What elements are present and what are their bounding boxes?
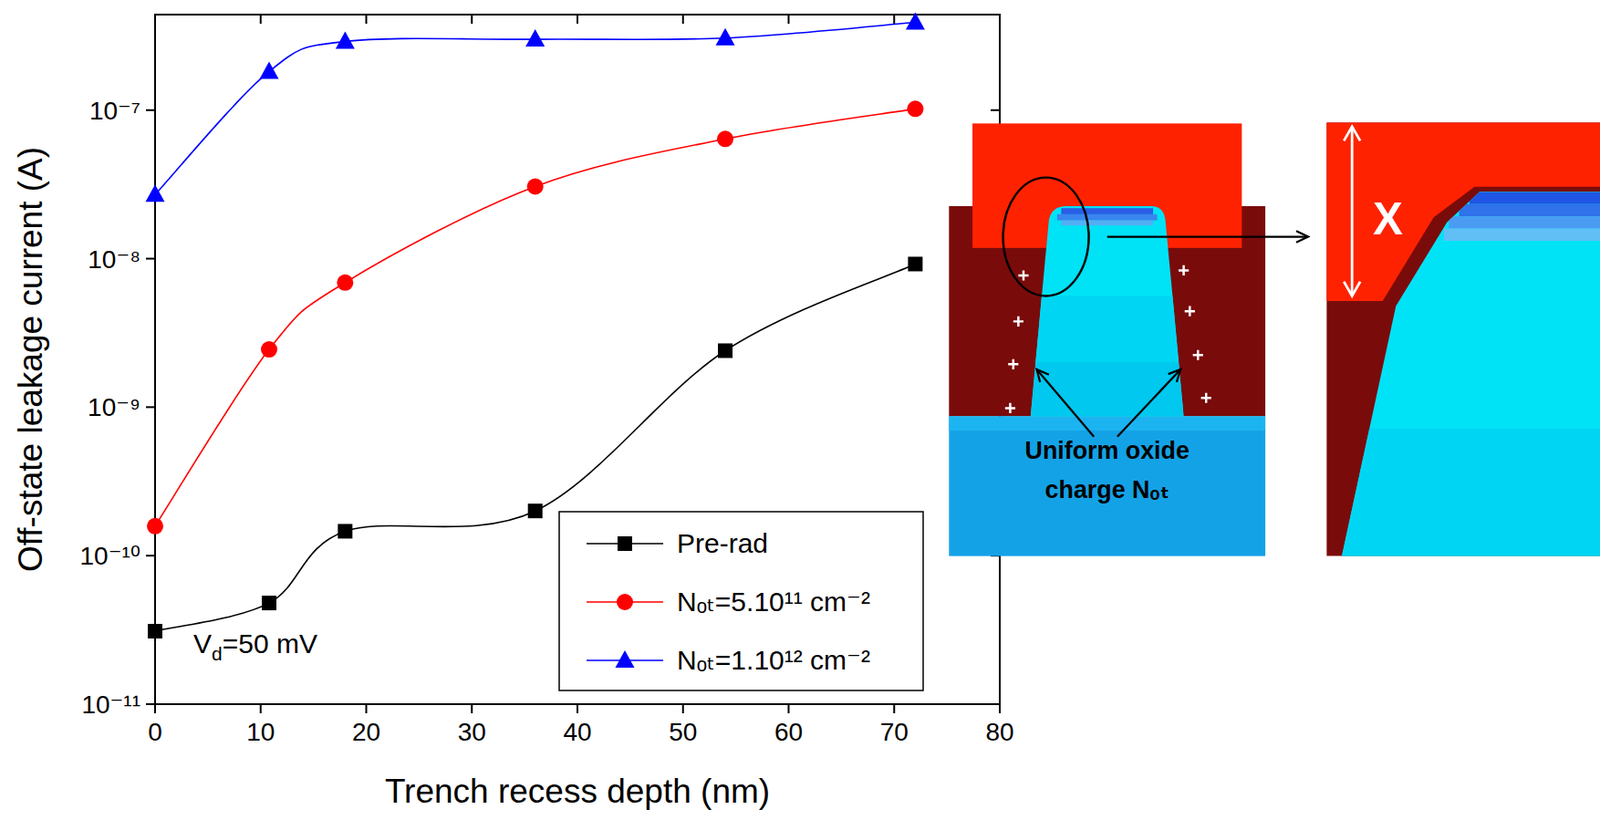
series-line (155, 108, 915, 526)
x-tick (470, 704, 473, 714)
data-point (337, 523, 353, 539)
x-tick-top (259, 14, 262, 24)
charge-plus (1005, 403, 1016, 414)
x-tick-top (998, 14, 1001, 24)
arrow-head (1343, 281, 1361, 297)
substrate-band (948, 415, 1266, 431)
oxide (1326, 122, 1600, 556)
data-point (905, 12, 925, 31)
y-tick-label: 10⁻⁸ (87, 245, 141, 274)
x-tick-top (576, 14, 579, 24)
x-tick-label: 40 (562, 717, 592, 747)
x-tick (154, 704, 156, 714)
arrow (1037, 369, 1095, 437)
annotation: Vd=50 mV (193, 628, 318, 665)
background (0, 0, 1600, 820)
data-point (906, 100, 924, 117)
x-tick-label: 50 (668, 717, 697, 747)
y-tick-label: 10⁻⁹ (87, 393, 141, 422)
x-tick (365, 704, 368, 714)
chart: 0 10 20 30 40 50 60 70 80 10⁻¹¹ 10⁻¹⁰ 10⁻⁹ 10⁻⁸ 10⁻⁷ T… (0, 0, 1600, 820)
x-tick-label: 60 (774, 717, 803, 747)
y-tick (145, 405, 156, 408)
legend-box (559, 511, 924, 691)
arrow-head (1037, 369, 1050, 383)
x-tick (998, 704, 1001, 714)
dimension-label: X (1372, 193, 1403, 244)
y-tick-label: 10⁻¹¹ (81, 690, 141, 719)
legend-label: Nₒₜ=1.10¹² cm⁻² (676, 644, 871, 676)
data-point (146, 518, 164, 535)
data-point (261, 595, 277, 611)
zoom-panel (1326, 122, 1600, 556)
x-tick-label: 80 (985, 717, 1014, 747)
data-point (145, 184, 166, 202)
diagram: Uniform oxidecharge Nₒₜ X (948, 122, 1600, 556)
x-tick-top (365, 14, 368, 24)
x-tick-label: 30 (457, 717, 487, 747)
data-point (260, 341, 278, 358)
series-line (155, 22, 915, 196)
arrow-head (1343, 126, 1361, 142)
x-axis-title: Trench recess depth (nm) (384, 772, 770, 811)
legend-label: Nₒₜ=5.10¹¹ cm⁻² (676, 586, 871, 617)
diagram-label: Uniform oxidecharge Nₒₜ (1025, 436, 1190, 504)
y-tick (145, 258, 156, 260)
x-tick (259, 704, 262, 714)
arrow-head (1296, 230, 1309, 243)
substrate (948, 415, 1266, 556)
x-tick (788, 704, 790, 714)
charge-plus (1178, 265, 1189, 276)
data-point (716, 28, 736, 46)
y-tick-right (990, 703, 1000, 706)
plot-frame (155, 14, 1000, 705)
legend-marker (616, 593, 634, 611)
x-tick-top (788, 14, 790, 24)
x-tick-top (154, 14, 156, 24)
x-tick-label: 10 (246, 717, 275, 747)
x-tick-label: 0 (147, 717, 163, 747)
data-point (527, 177, 544, 195)
charge-plus (1007, 359, 1019, 370)
x-tick (893, 704, 895, 714)
arrow (1107, 235, 1309, 238)
charge-plus (1018, 270, 1029, 281)
y-tick-label: 10⁻⁷ (89, 96, 141, 125)
x-tick-label: 70 (880, 717, 909, 747)
data-point (716, 130, 734, 147)
zoom-circle (1003, 177, 1090, 297)
y-tick (145, 703, 156, 706)
y-tick (145, 554, 156, 557)
data-point (528, 503, 543, 519)
x-tick (576, 704, 579, 714)
legend-marker (615, 650, 635, 668)
charge-plus (1201, 393, 1212, 404)
y-tick (145, 109, 156, 112)
charge-plus (1013, 316, 1024, 327)
data-point (717, 342, 733, 358)
data-point (525, 29, 545, 47)
charge-plus (1193, 350, 1204, 361)
x-tick-label: 20 (352, 717, 381, 747)
arrow-head (1168, 369, 1182, 383)
data-point (335, 31, 355, 49)
data-point (336, 274, 354, 291)
legend: Pre-rad Nₒₜ=5.10¹¹ cm⁻² Nₒₜ=1.10¹² cm⁻² (559, 511, 924, 691)
x-tick-top (470, 14, 473, 24)
legend-label: Pre-rad (676, 528, 769, 559)
x-tick-top (682, 14, 685, 24)
dimension-line (1350, 128, 1354, 294)
y-tick-right (990, 109, 1000, 112)
x-tick (682, 704, 685, 714)
data-point (147, 623, 163, 639)
y-axis-title: Off-state leakage current (A) (11, 146, 50, 572)
x-tick-top (893, 14, 895, 24)
y-tick-label: 10⁻¹⁰ (80, 541, 141, 571)
data-point (259, 61, 280, 79)
charge-plus (1184, 306, 1195, 317)
data-point (907, 256, 923, 271)
legend-marker (617, 536, 633, 551)
arrow (1117, 369, 1181, 437)
